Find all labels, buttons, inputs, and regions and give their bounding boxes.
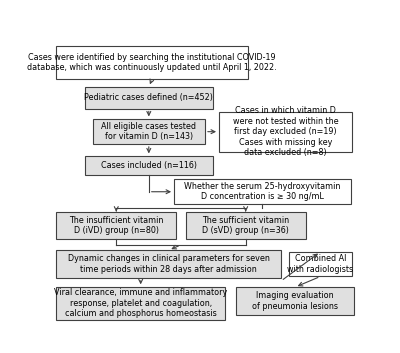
Text: Cases were identified by searching the institutional COVID-19
database, which wa: Cases were identified by searching the i… <box>28 53 277 72</box>
Text: The sufficient vitamin
D (sVD) group (n=36): The sufficient vitamin D (sVD) group (n=… <box>202 216 289 235</box>
Bar <box>93 119 205 144</box>
Text: Whether the serum 25-hydroxyvitamin
D concentration is ≥ 30 ng/mL: Whether the serum 25-hydroxyvitamin D co… <box>184 182 340 202</box>
Bar <box>236 287 354 315</box>
Bar <box>289 252 352 276</box>
Bar <box>56 46 248 79</box>
Text: Dynamic changes in clinical parameters for seven
time periods within 28 days aft: Dynamic changes in clinical parameters f… <box>68 255 270 274</box>
Text: Pediatric cases defined (n=452): Pediatric cases defined (n=452) <box>84 93 213 102</box>
Text: All eligible cases tested
for vitamin D (n=143): All eligible cases tested for vitamin D … <box>101 122 196 142</box>
Bar <box>85 156 213 175</box>
Bar <box>56 287 225 319</box>
Bar <box>186 212 306 239</box>
Bar <box>219 112 352 152</box>
Bar <box>85 87 213 109</box>
Bar <box>174 179 351 204</box>
Text: Cases included (n=116): Cases included (n=116) <box>101 161 197 170</box>
Bar <box>56 250 281 278</box>
Text: Combined AI
with radiologists: Combined AI with radiologists <box>288 255 354 274</box>
Text: Cases in which vitamin D
were not tested within the
first day excluded (n=19)
Ca: Cases in which vitamin D were not tested… <box>233 106 338 157</box>
Text: Viral clearance, immune and inflammatory
response, platelet and coagulation,
cal: Viral clearance, immune and inflammatory… <box>54 288 227 318</box>
Bar <box>56 212 176 239</box>
Text: The insufficient vitamin
D (iVD) group (n=80): The insufficient vitamin D (iVD) group (… <box>69 216 164 235</box>
Text: Imaging evaluation
of pneumonia lesions: Imaging evaluation of pneumonia lesions <box>252 291 338 311</box>
